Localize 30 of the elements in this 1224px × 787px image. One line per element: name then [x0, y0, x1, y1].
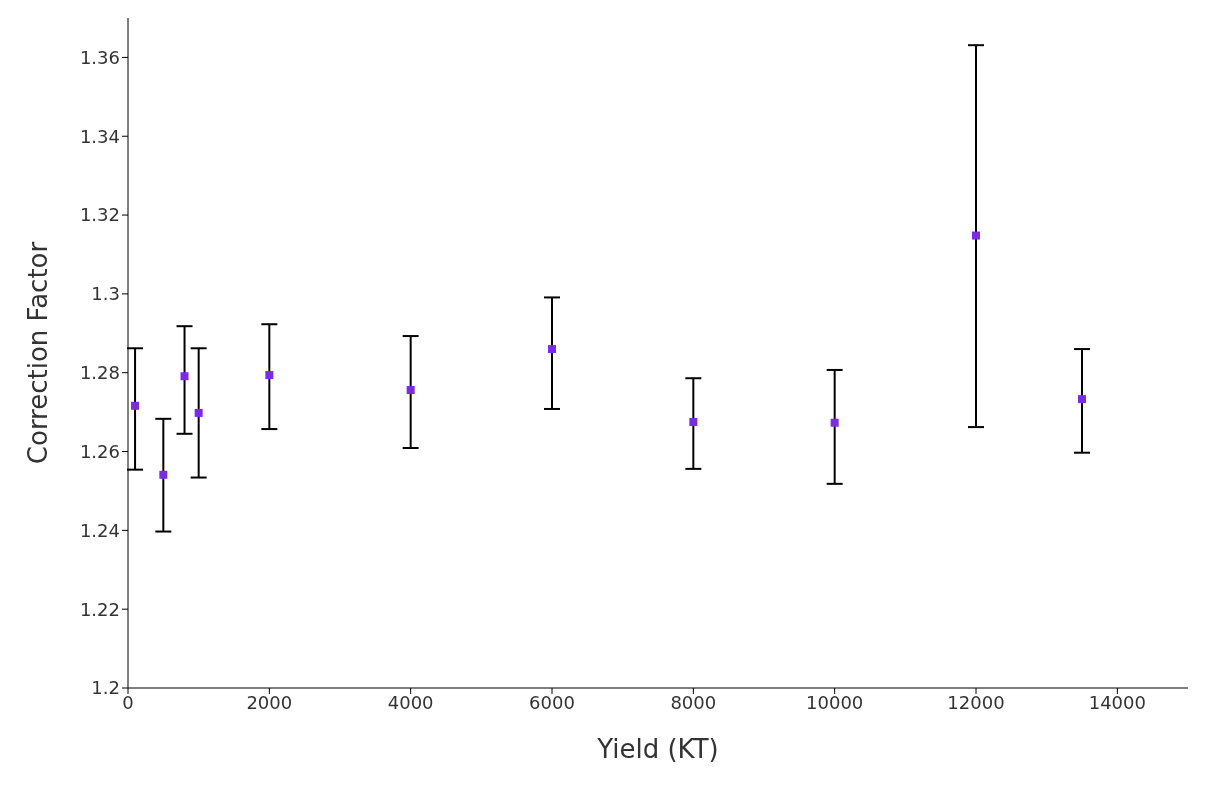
point	[265, 371, 274, 380]
y-tick-label: 1.28	[79, 362, 120, 384]
y-tick-label: 1.22	[79, 598, 120, 620]
point	[689, 417, 698, 426]
y-tick-label: 1.26	[79, 440, 120, 462]
x-tick-label: 10000	[806, 691, 864, 713]
y-tick-label: 1.24	[79, 519, 120, 541]
y-tick-label: 1.34	[79, 125, 120, 147]
x-axis-title: Yield (KT)	[596, 734, 719, 764]
point	[194, 408, 203, 417]
point	[131, 401, 140, 410]
x-tick-label: 6000	[529, 691, 575, 713]
y-tick-label: 1.3	[91, 283, 120, 305]
point	[180, 372, 189, 381]
point	[159, 470, 168, 479]
point	[1078, 395, 1086, 404]
y-axis-title: Correction Factor	[23, 241, 54, 465]
y-tick-label: 1.32	[79, 204, 120, 226]
x-tick-label: 0	[122, 691, 134, 713]
point	[830, 418, 839, 427]
y-tick-label: 1.2	[91, 677, 120, 699]
x-tick-label: 2000	[246, 691, 293, 713]
x-tick-label: 4000	[387, 691, 434, 713]
x-tick-label: 12000	[947, 691, 1005, 713]
point	[972, 231, 980, 240]
point	[406, 386, 415, 395]
y-tick-label: 1.36	[79, 46, 120, 68]
point	[548, 345, 556, 354]
x-tick-label: 14000	[1088, 691, 1146, 713]
x-tick-label: 8000	[670, 691, 717, 713]
